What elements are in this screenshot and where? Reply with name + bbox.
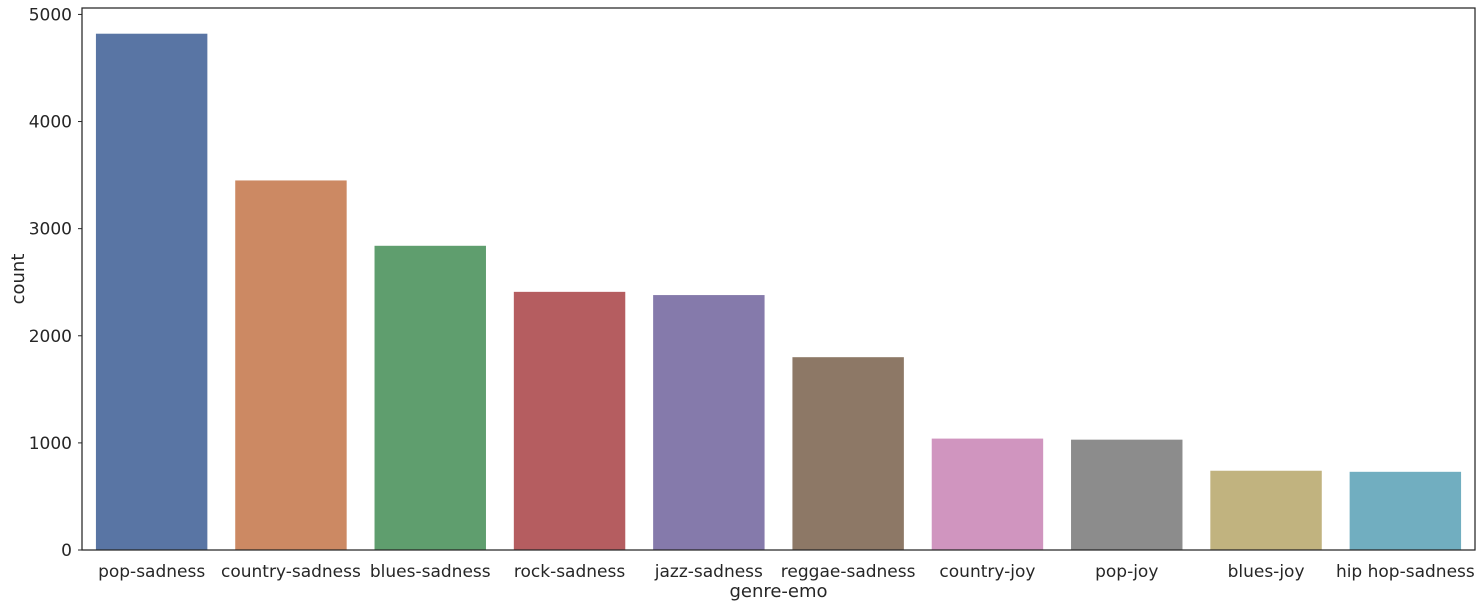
y-tick-label: 3000 <box>29 220 72 240</box>
y-tick-label: 4000 <box>29 113 72 133</box>
x-tick-label: rock-sadness <box>514 562 625 582</box>
bars-group <box>95 33 1462 551</box>
bar-rock-sadness <box>513 291 626 550</box>
x-tick-labels: pop-sadness country-sadness blues-sadness r… <box>98 562 1475 582</box>
bar-pop-sadness <box>95 33 208 550</box>
x-tick-label: hip hop-sadness <box>1336 562 1475 582</box>
x-tick-label: country-sadness <box>221 562 361 582</box>
x-tick-label: blues-sadness <box>370 562 491 582</box>
bar-reggae-sadness <box>792 357 904 550</box>
bar-country-joy <box>931 438 1044 550</box>
x-tick-label: country-joy <box>939 562 1035 582</box>
bar-country-sadness <box>235 180 347 550</box>
y-tick-label: 2000 <box>29 327 72 347</box>
y-tick-label: 5000 <box>29 5 72 25</box>
x-tick-label: blues-joy <box>1228 562 1305 582</box>
bar-pop-joy <box>1071 439 1183 550</box>
bar-hip-hop-sadness <box>1349 471 1462 550</box>
y-axis-title: count <box>8 254 29 305</box>
bar-jazz-sadness <box>653 295 765 550</box>
plot-frame <box>81 7 1476 551</box>
y-tick-label: 0 <box>61 541 72 561</box>
x-axis-title: genre-emo <box>729 581 827 602</box>
bar-blues-joy <box>1210 470 1322 550</box>
y-tick-label: 1000 <box>29 434 72 454</box>
x-tick-label: jazz-sadness <box>654 562 763 582</box>
y-tick-labels: 0 1000 2000 3000 4000 5000 <box>29 5 82 561</box>
x-tick-label: pop-joy <box>1095 562 1158 582</box>
x-tick-label: reggae-sadness <box>781 562 916 582</box>
x-tick-label: pop-sadness <box>98 562 205 582</box>
bar-blues-sadness <box>374 245 486 551</box>
